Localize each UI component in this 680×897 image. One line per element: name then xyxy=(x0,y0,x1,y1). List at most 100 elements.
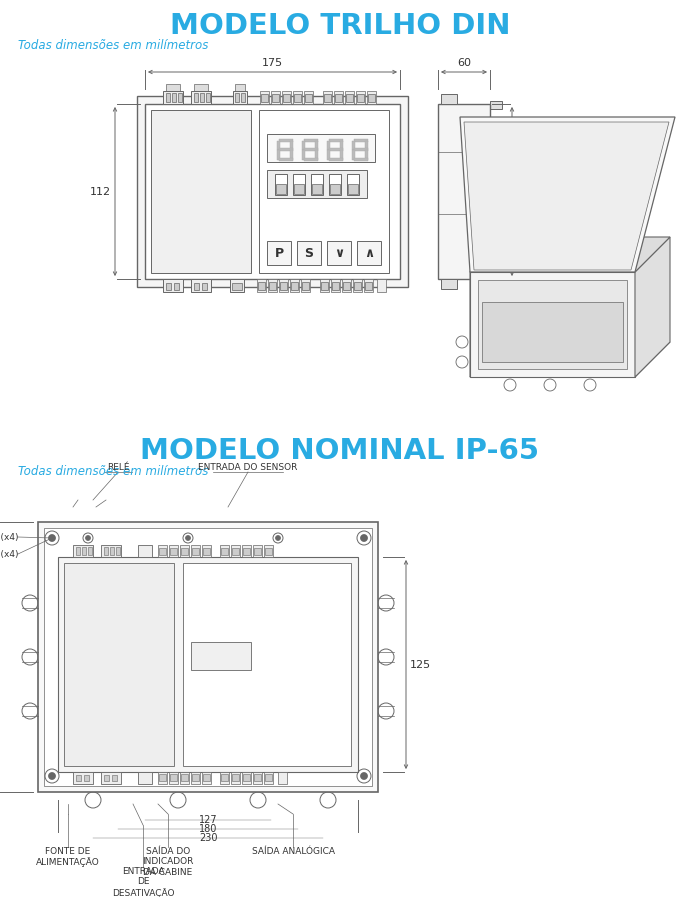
Text: RELÉ: RELÉ xyxy=(107,463,129,472)
Bar xyxy=(170,548,177,555)
Bar xyxy=(302,282,309,290)
Bar xyxy=(235,84,245,91)
Bar xyxy=(441,94,457,104)
Bar xyxy=(346,94,353,102)
Bar xyxy=(323,91,332,104)
Text: 230: 230 xyxy=(199,833,217,843)
Bar xyxy=(347,174,359,195)
Bar xyxy=(343,282,350,290)
Circle shape xyxy=(86,536,90,541)
Bar xyxy=(329,148,343,151)
Bar xyxy=(354,158,368,161)
Bar xyxy=(76,775,81,781)
Bar xyxy=(275,174,287,195)
Bar xyxy=(137,96,408,287)
Text: 180: 180 xyxy=(199,824,217,834)
Bar xyxy=(235,93,239,102)
Bar xyxy=(138,545,152,557)
Bar xyxy=(261,94,268,102)
Bar xyxy=(170,774,177,781)
Bar xyxy=(354,148,368,151)
Bar xyxy=(73,772,93,784)
Bar xyxy=(304,139,318,142)
Bar xyxy=(169,545,178,557)
Bar xyxy=(231,772,240,784)
Bar xyxy=(163,91,183,104)
Bar xyxy=(202,772,211,784)
Bar xyxy=(220,772,229,784)
Bar xyxy=(243,548,250,555)
Bar xyxy=(283,94,290,102)
Bar xyxy=(145,104,400,279)
Bar xyxy=(258,282,265,290)
Polygon shape xyxy=(635,237,670,377)
Bar xyxy=(345,91,354,104)
Bar xyxy=(354,282,361,290)
Bar xyxy=(271,91,280,104)
Text: Ø 7 (x4): Ø 7 (x4) xyxy=(0,533,18,542)
Bar xyxy=(279,279,288,292)
Bar xyxy=(301,279,310,292)
Bar xyxy=(329,158,343,161)
Bar xyxy=(203,774,210,781)
Bar xyxy=(191,545,200,557)
Polygon shape xyxy=(460,117,675,272)
Bar xyxy=(297,241,321,265)
Bar xyxy=(354,139,368,142)
Bar xyxy=(159,774,166,781)
Text: ∧: ∧ xyxy=(364,247,374,259)
Bar xyxy=(76,538,90,545)
Circle shape xyxy=(360,772,367,779)
Bar xyxy=(264,772,273,784)
Bar xyxy=(166,283,171,290)
Bar xyxy=(265,774,272,781)
Bar xyxy=(194,93,198,102)
Bar xyxy=(260,91,269,104)
Bar xyxy=(140,538,150,545)
Bar xyxy=(84,775,89,781)
Bar xyxy=(265,548,272,555)
Bar xyxy=(279,139,293,142)
Bar xyxy=(232,283,242,290)
Bar xyxy=(254,774,261,781)
Bar xyxy=(315,141,318,150)
Bar xyxy=(290,141,293,150)
Bar xyxy=(88,547,92,555)
Bar xyxy=(294,94,301,102)
Bar xyxy=(342,279,351,292)
Bar xyxy=(352,141,355,150)
Bar xyxy=(293,174,305,195)
Bar xyxy=(294,184,304,194)
Bar xyxy=(181,774,188,781)
Bar xyxy=(191,279,211,292)
Text: ENTRADA
DE
DESATIVAÇÃO: ENTRADA DE DESATIVAÇÃO xyxy=(112,867,174,897)
Bar xyxy=(206,93,210,102)
Bar xyxy=(230,279,244,292)
Bar xyxy=(290,150,293,160)
Bar xyxy=(194,84,208,91)
Bar xyxy=(178,93,182,102)
Bar xyxy=(203,548,210,555)
Bar xyxy=(232,548,239,555)
Bar xyxy=(312,184,322,194)
Bar xyxy=(138,772,152,784)
Bar xyxy=(200,93,204,102)
Bar xyxy=(202,283,207,290)
Text: 127: 127 xyxy=(199,815,218,825)
Text: 50: 50 xyxy=(516,241,530,251)
Bar xyxy=(348,184,358,194)
Text: Todas dimensões em milímetros: Todas dimensões em milímetros xyxy=(18,465,208,478)
Bar xyxy=(340,141,343,150)
Bar xyxy=(302,141,305,150)
Circle shape xyxy=(186,536,190,541)
Text: S: S xyxy=(305,247,313,259)
Bar xyxy=(365,150,368,160)
Bar xyxy=(104,775,109,781)
Polygon shape xyxy=(470,342,670,377)
Bar xyxy=(202,545,211,557)
Bar xyxy=(335,94,342,102)
Bar xyxy=(151,110,251,273)
Bar xyxy=(324,94,331,102)
Bar xyxy=(253,545,262,557)
Bar xyxy=(272,94,279,102)
